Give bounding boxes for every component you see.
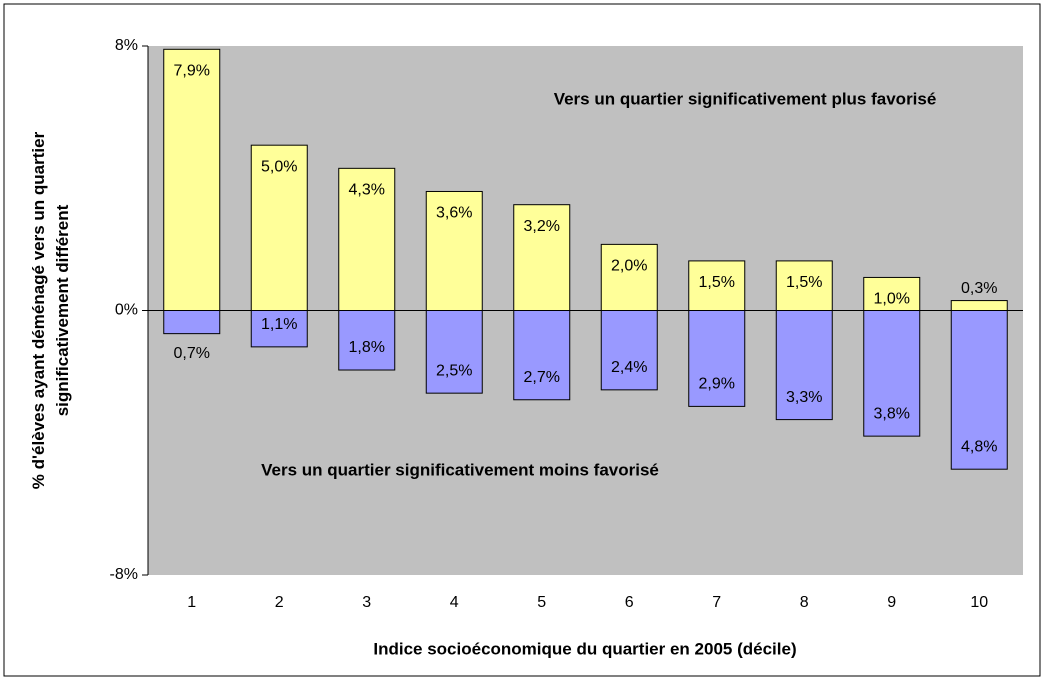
bar — [775, 260, 833, 311]
value-label: 3,8% — [874, 405, 910, 422]
bar — [513, 204, 571, 311]
value-label: 3,6% — [436, 205, 472, 222]
value-label: 2,4% — [611, 359, 647, 376]
value-label: 2,0% — [611, 258, 647, 275]
value-label: 1,0% — [874, 291, 910, 308]
y-tick-label: -8% — [110, 566, 138, 583]
x-axis-title: Indice socioéconomique du quartier en 20… — [373, 639, 796, 658]
bar — [425, 310, 483, 394]
value-label: 1,5% — [699, 274, 735, 291]
bar — [600, 310, 658, 391]
bar — [338, 167, 396, 311]
bar — [250, 310, 308, 348]
bar — [163, 310, 221, 335]
value-label: 1,8% — [349, 339, 385, 356]
value-label: 1,1% — [261, 316, 297, 333]
bar — [775, 310, 833, 421]
x-tick-label: 5 — [537, 594, 546, 611]
y-tick-label: 0% — [115, 302, 138, 319]
x-tick-label: 3 — [362, 594, 371, 611]
y-tick-label: 8% — [115, 37, 138, 54]
series-annotation: Vers un quartier significativement moins… — [261, 460, 659, 479]
x-tick-label: 2 — [275, 594, 284, 611]
bar — [513, 310, 571, 401]
value-label: 1,5% — [786, 274, 822, 291]
value-label: 2,7% — [524, 369, 560, 386]
bar — [338, 310, 396, 371]
bar — [688, 260, 746, 311]
value-label: 0,3% — [961, 280, 997, 297]
bar — [600, 243, 658, 311]
x-tick-label: 6 — [625, 594, 634, 611]
bar — [163, 48, 221, 312]
value-label: 3,3% — [786, 389, 822, 406]
x-tick-label: 7 — [712, 594, 721, 611]
bar — [950, 300, 1008, 311]
value-label: 0,7% — [174, 345, 210, 362]
value-label: 3,2% — [524, 218, 560, 235]
x-tick-label: 9 — [887, 594, 896, 611]
x-tick-label: 4 — [450, 594, 459, 611]
value-label: 5,0% — [261, 158, 297, 175]
x-tick-label: 8 — [800, 594, 809, 611]
bar — [950, 310, 1008, 470]
value-label: 4,3% — [349, 182, 385, 199]
y-axis-title: % d'élèves ayant déménagé vers un quarti… — [29, 131, 72, 489]
x-tick-label: 1 — [187, 594, 196, 611]
series-annotation: Vers un quartier significativement plus … — [554, 89, 937, 108]
bar — [688, 310, 746, 407]
x-tick-label: 10 — [970, 594, 988, 611]
value-label: 2,5% — [436, 362, 472, 379]
value-label: 2,9% — [699, 376, 735, 393]
value-label: 7,9% — [174, 63, 210, 80]
value-label: 4,8% — [961, 438, 997, 455]
bar — [425, 190, 483, 312]
bar — [863, 310, 921, 437]
bar — [250, 144, 308, 311]
